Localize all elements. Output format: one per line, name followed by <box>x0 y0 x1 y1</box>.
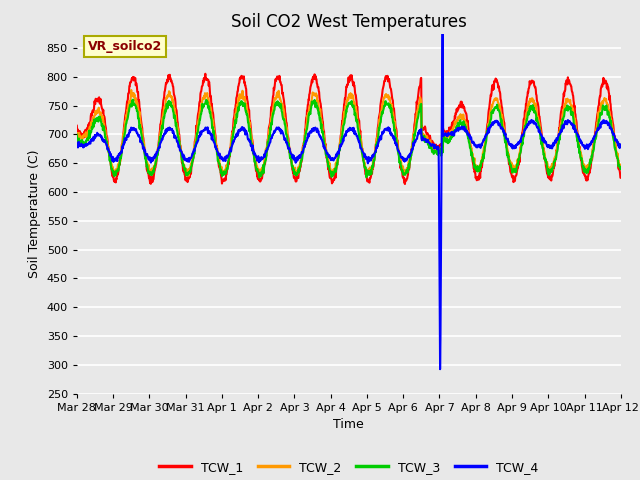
TCW_1 <box>73 123 81 129</box>
TCW_1 <box>194 113 202 119</box>
TCW_3 <box>195 127 202 132</box>
TCW_1 <box>202 71 209 77</box>
TCW_4 <box>180 157 188 163</box>
TCW_2 <box>255 174 263 180</box>
Text: VR_soilco2: VR_soilco2 <box>88 40 162 53</box>
TCW_3 <box>255 170 263 176</box>
TCW_4 <box>553 136 561 142</box>
TCW_4 <box>436 366 444 372</box>
TCW_1 <box>255 177 263 183</box>
TCW_3 <box>73 132 81 138</box>
TCW_1 <box>617 175 625 180</box>
TCW_3 <box>617 165 625 170</box>
Line: TCW_2: TCW_2 <box>77 90 621 177</box>
TCW_4 <box>73 142 81 147</box>
TCW_3 <box>505 157 513 163</box>
TCW_2 <box>181 165 189 170</box>
TCW_2 <box>434 150 442 156</box>
Title: Soil CO2 West Temperatures: Soil CO2 West Temperatures <box>231 12 467 31</box>
TCW_4 <box>255 156 262 162</box>
TCW_2 <box>195 119 202 125</box>
Legend: TCW_1, TCW_2, TCW_3, TCW_4: TCW_1, TCW_2, TCW_3, TCW_4 <box>154 456 543 479</box>
TCW_1 <box>553 148 561 154</box>
TCW_3 <box>129 97 137 103</box>
TCW_1 <box>180 171 188 177</box>
TCW_3 <box>181 167 189 173</box>
TCW_2 <box>73 135 81 141</box>
X-axis label: Time: Time <box>333 418 364 431</box>
Line: TCW_3: TCW_3 <box>77 100 621 178</box>
TCW_1 <box>505 161 513 167</box>
TCW_2 <box>553 144 561 150</box>
TCW_3 <box>553 149 561 155</box>
TCW_3 <box>255 175 263 180</box>
TCW_2 <box>127 87 135 93</box>
Y-axis label: Soil Temperature (C): Soil Temperature (C) <box>28 149 41 278</box>
TCW_2 <box>617 165 625 171</box>
TCW_4 <box>617 144 625 150</box>
TCW_4 <box>194 138 202 144</box>
TCW_1 <box>401 181 409 187</box>
TCW_4 <box>505 141 513 146</box>
TCW_4 <box>433 146 441 152</box>
TCW_2 <box>255 169 263 175</box>
Line: TCW_1: TCW_1 <box>77 74 621 184</box>
Line: TCW_4: TCW_4 <box>77 0 621 369</box>
TCW_3 <box>434 152 442 158</box>
TCW_1 <box>434 146 442 152</box>
TCW_2 <box>505 153 513 158</box>
